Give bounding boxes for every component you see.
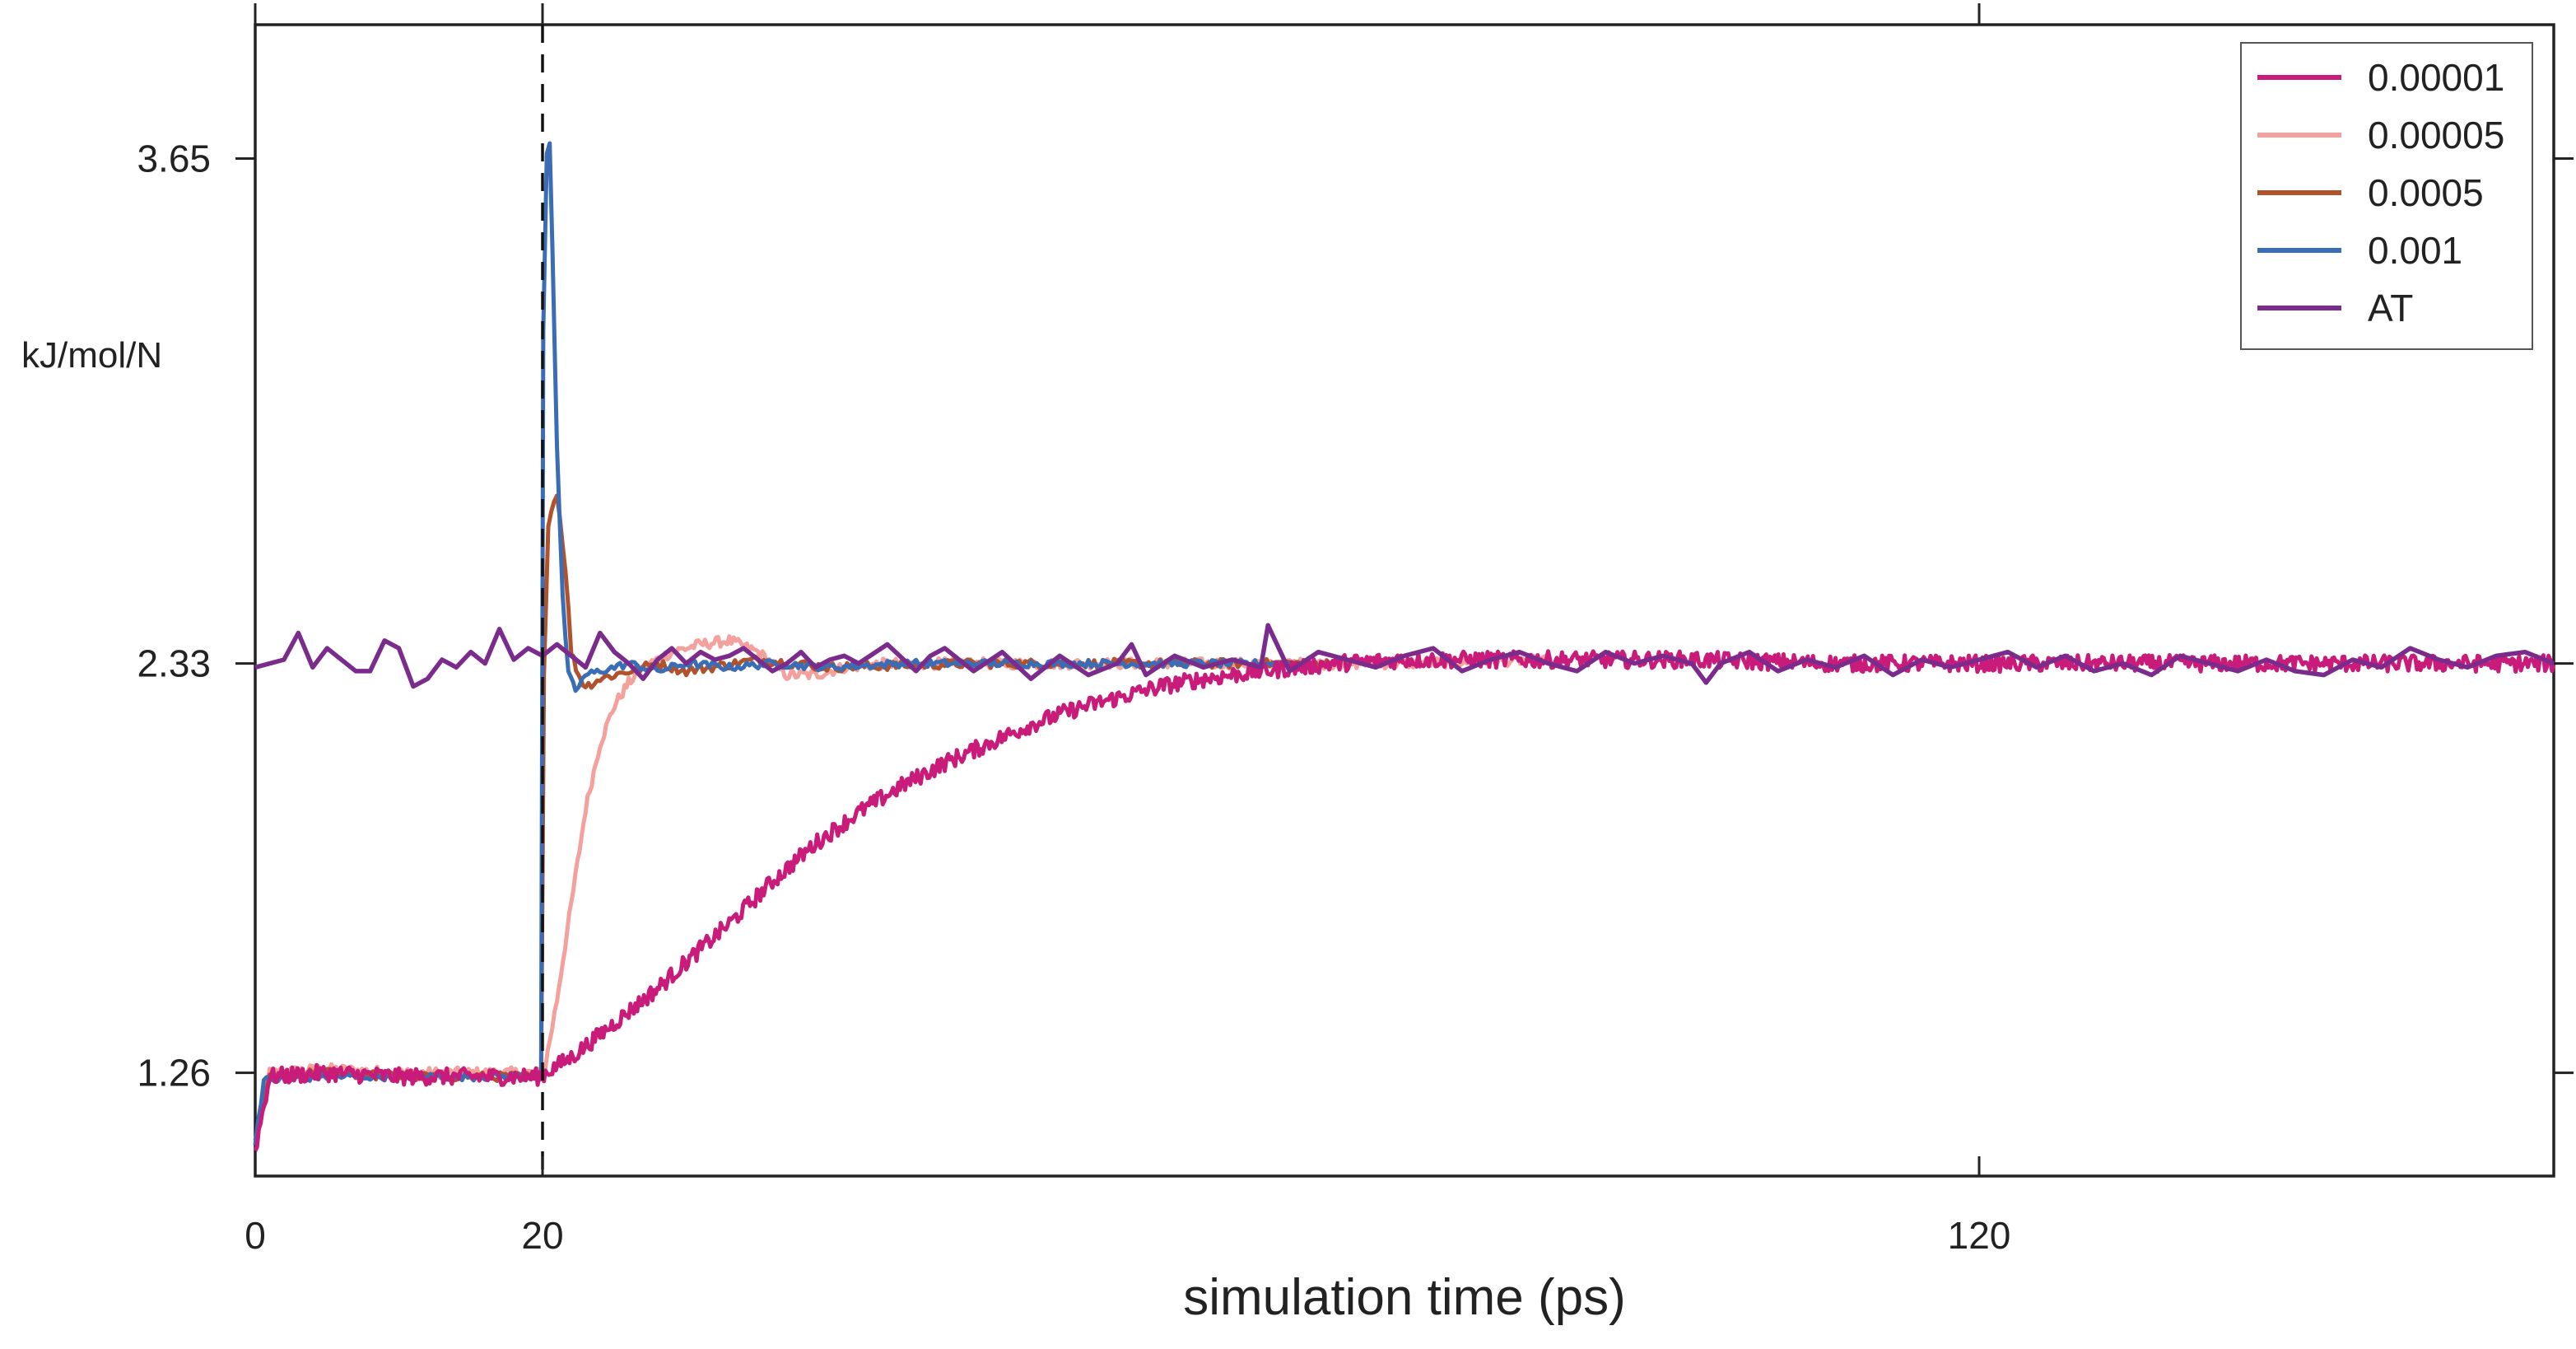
- legend-label: 0.001: [2368, 229, 2462, 272]
- plot-frame: [254, 23, 2555, 1178]
- y-tick-label: 3.65: [137, 138, 211, 180]
- series-line-0-0005: [253, 493, 1334, 1141]
- y-axis-unit-label: kJ/mol/N: [21, 335, 162, 376]
- series-layer: [253, 141, 2556, 1152]
- plot-area: [253, 23, 2556, 1178]
- x-axis-title: simulation time (ps): [1183, 1269, 1625, 1326]
- x-tick-label: 120: [1948, 1214, 2011, 1257]
- x-tick-label: 0: [245, 1214, 266, 1257]
- y-tick-label: 2.33: [137, 642, 211, 685]
- series-line-at: [254, 623, 2555, 689]
- legend: 0.00001 0.00005 0.0005 0.001 AT: [2240, 42, 2533, 350]
- legend-label: 0.00005: [2368, 114, 2504, 156]
- legend-label: 0.0005: [2368, 171, 2484, 214]
- series-line-0-00001: [253, 649, 2556, 1152]
- legend-label: AT: [2368, 287, 2413, 329]
- y-tick-label: 1.26: [137, 1052, 211, 1095]
- legend-label: 0.00001: [2368, 56, 2504, 99]
- x-tick-label: 20: [521, 1214, 563, 1257]
- series-line-0-00005: [253, 634, 1550, 1141]
- series-line-0-001: [253, 141, 1290, 1146]
- legend-box: [2240, 42, 2533, 350]
- axis-layer: 0 20 120 1.26 2.33 3.65: [137, 3, 2574, 1257]
